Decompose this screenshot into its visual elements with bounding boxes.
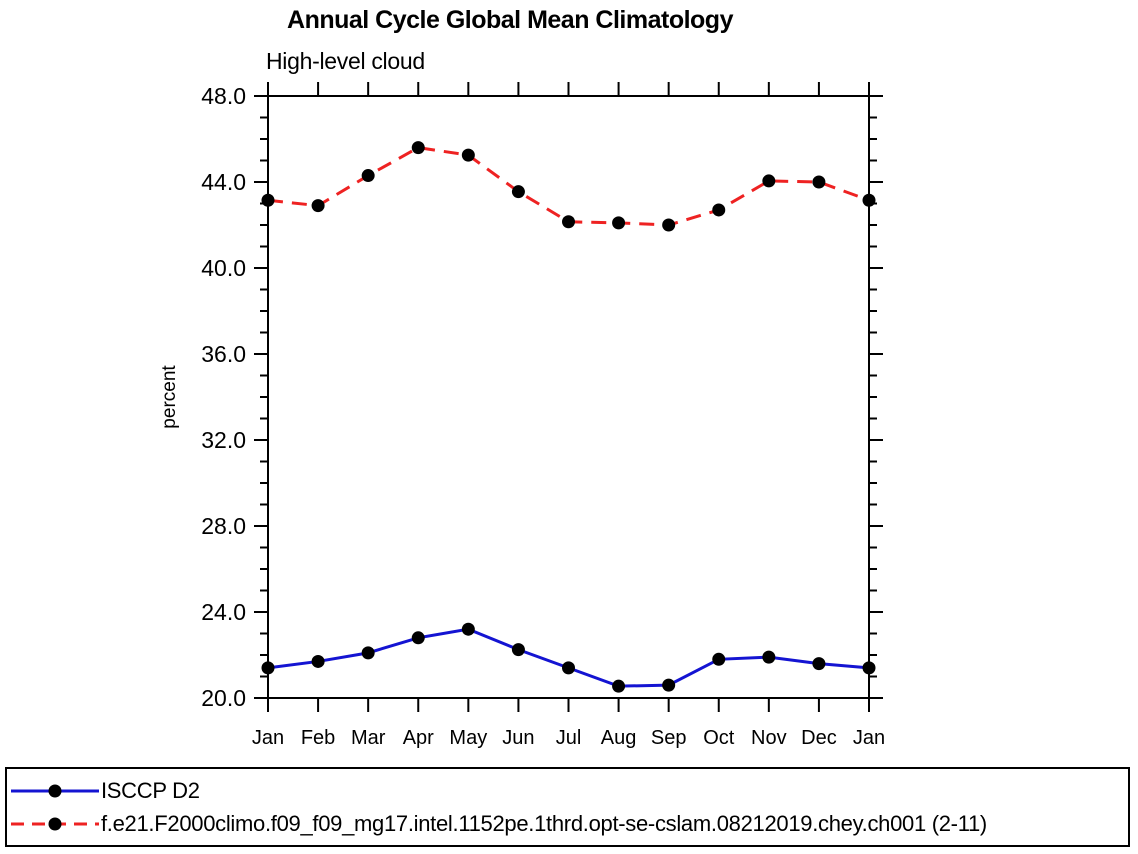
y-tick-label: 36.0: [201, 341, 246, 367]
data-point-marker: [411, 141, 425, 155]
y-tick-label: 24.0: [201, 599, 246, 625]
x-tick-label: Feb: [301, 727, 335, 749]
legend-line-sample-dashed-icon: [11, 817, 99, 830]
series-line-model: [267, 146, 870, 227]
data-point-marker: [862, 661, 876, 675]
legend-label-obs: ISCCP D2: [101, 777, 200, 803]
plot-area: Jan Feb Mar Apr May Jun Jul Aug Sep Oct Nov Dec Jan 2…: [201, 82, 885, 749]
chart-title: Annual Cycle Global Mean Climatology: [287, 6, 733, 34]
data-point-marker: [862, 193, 876, 207]
data-point-marker: [762, 174, 776, 188]
y-tick-label: 20.0: [201, 685, 246, 711]
data-point-marker: [361, 646, 375, 660]
data-point-marker: [461, 622, 475, 636]
legend-box: ISCCP D2 f.e21.F2000climo.f09_f09_mg17.i…: [5, 767, 1130, 847]
data-point-marker: [311, 199, 325, 213]
x-tick-label: Jan: [252, 727, 284, 749]
data-point-marker: [311, 654, 325, 668]
data-point-marker: [662, 678, 676, 692]
data-point-marker: [361, 169, 375, 183]
x-tick-label: Jan: [853, 727, 885, 749]
series-line-obs: [267, 627, 870, 688]
data-point-marker: [812, 175, 826, 189]
plot-border: [267, 95, 870, 699]
x-tick-label: Sep: [651, 727, 687, 749]
legend-line-sample-solid-icon: [11, 784, 99, 797]
y-tick-label: 32.0: [201, 427, 246, 453]
data-point-marker: [812, 657, 826, 671]
x-tick-label: Nov: [751, 727, 787, 749]
y-tick-label: 40.0: [201, 255, 246, 281]
data-point-marker: [461, 148, 475, 162]
x-tick-label: May: [449, 727, 487, 749]
data-point-marker: [762, 650, 776, 664]
data-point-marker: [261, 661, 275, 675]
data-point-marker: [612, 679, 626, 693]
data-point-marker: [612, 216, 626, 230]
data-point-marker: [511, 643, 525, 657]
x-tick-label: Apr: [403, 727, 434, 749]
data-point-marker: [261, 193, 275, 207]
y-tick-label: 28.0: [201, 513, 246, 539]
legend-item-model: f.e21.F2000climo.f09_f09_mg17.intel.1152…: [9, 810, 1128, 836]
data-point-marker: [411, 631, 425, 645]
data-point-marker: [562, 215, 575, 229]
data-point-marker: [712, 652, 726, 666]
legend-label-model: f.e21.F2000climo.f09_f09_mg17.intel.1152…: [101, 810, 987, 836]
x-tick-label: Jul: [556, 727, 582, 749]
data-point-marker: [712, 203, 726, 217]
x-tick-label: Jun: [502, 727, 534, 749]
x-tick-label: Aug: [601, 727, 637, 749]
data-point-marker: [662, 218, 676, 232]
chart-subtitle: High-level cloud: [266, 48, 425, 74]
x-tick-label: Mar: [351, 727, 386, 749]
x-tick-label: Oct: [703, 727, 735, 749]
y-tick-label: 48.0: [201, 83, 246, 109]
y-tick-label: 44.0: [201, 169, 246, 195]
x-tick-label: Dec: [801, 727, 837, 749]
data-point-marker: [511, 185, 525, 199]
data-point-marker: [562, 661, 575, 675]
legend-item-obs: ISCCP D2: [9, 777, 1128, 803]
